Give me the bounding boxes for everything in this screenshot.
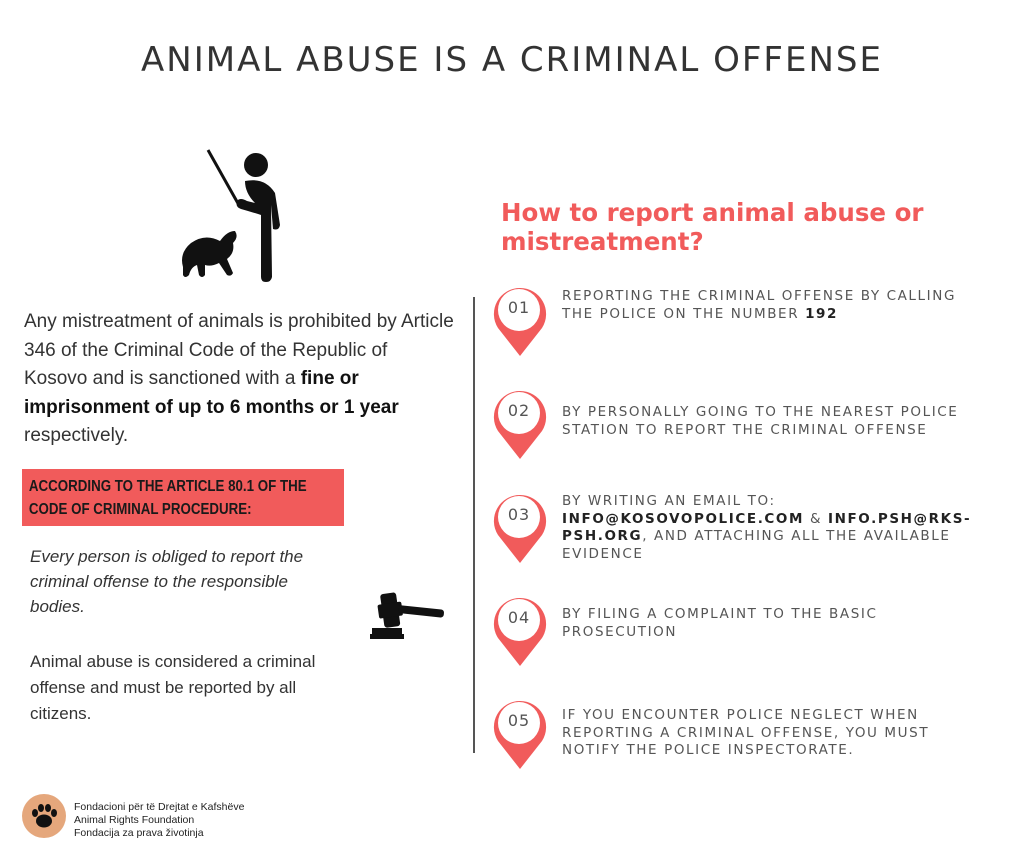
email-link-psh[interactable]: info.psh@rks-psh.org <box>562 510 972 545</box>
intro-penalty: fine or imprisonment of up to 6 months o… <box>24 368 399 418</box>
step-number: 03 <box>507 505 531 524</box>
report-step-1: 01 Reporting the criminal offense by cal… <box>492 286 972 376</box>
report-step-3: 03 By writing an email to: info@kosovopo… <box>492 493 972 583</box>
step-text: By writing an email to: info@kosovopolic… <box>562 493 972 563</box>
step-text-pre: By writing an email to: <box>562 493 776 509</box>
duty-text: Every person is obliged to report the cr… <box>30 547 304 616</box>
phone-number: 192 <box>805 305 839 322</box>
organization-name: Fondacioni për të Drejtat e Kafshëve Ani… <box>74 801 244 840</box>
article-banner: According to the Article 80.1 of the Cod… <box>22 469 344 526</box>
report-step-2: 02 By personally going to the nearest po… <box>492 389 972 479</box>
step-text: Reporting the criminal offense by callin… <box>562 288 972 323</box>
org-name-albanian: Fondacioni për të Drejtat e Kafshëve <box>74 801 245 813</box>
citizens-text: Animal abuse is considered a criminal of… <box>30 652 316 723</box>
person-with-stick-and-dog-icon <box>175 145 295 285</box>
org-name-english: Animal Rights Foundation <box>74 814 195 826</box>
intro-paragraph: Any mistreatment of animals is prohibite… <box>24 308 454 451</box>
report-step-5: 05 If you encounter police neglect when … <box>492 699 972 789</box>
step-text: By personally going to the nearest polic… <box>562 404 959 438</box>
email-link-police[interactable]: info@kosovopolice.com <box>562 510 805 527</box>
step-text-content: Reporting the criminal offense by callin… <box>562 288 957 322</box>
step-number: 01 <box>507 298 531 317</box>
gavel-icon <box>368 588 450 640</box>
step-text-post: , and attaching all the available eviden… <box>562 528 951 562</box>
org-name-serbian: Fondacija za prava životinja <box>74 827 204 839</box>
step-text: If you encounter police neglect when rep… <box>562 707 930 758</box>
map-pin-icon <box>493 494 547 563</box>
intro-text-start: Any mistreatment of animals is prohibite… <box>24 311 454 389</box>
step-number: 05 <box>507 711 531 730</box>
step-number: 04 <box>507 608 531 627</box>
map-pin-icon <box>493 287 547 356</box>
article-banner-text: According to the Article 80.1 of the Cod… <box>28 478 307 518</box>
intro-text-end: respectively. <box>24 425 129 446</box>
step-text: By filing a complaint to the basic prose… <box>562 606 878 640</box>
page-title: ANIMAL ABUSE IS A CRIMINAL OFFENSE <box>141 40 883 80</box>
map-pin-icon <box>493 390 547 459</box>
report-heading: How to report animal abuse or mistreatme… <box>501 198 924 256</box>
step-number: 02 <box>507 401 531 420</box>
map-pin-icon <box>493 597 547 666</box>
email-separator: & <box>804 510 828 527</box>
report-step-4: 04 By filing a complaint to the basic pr… <box>492 596 972 686</box>
vertical-divider <box>473 297 475 753</box>
map-pin-icon <box>493 700 547 769</box>
paw-print-icon <box>22 794 66 838</box>
